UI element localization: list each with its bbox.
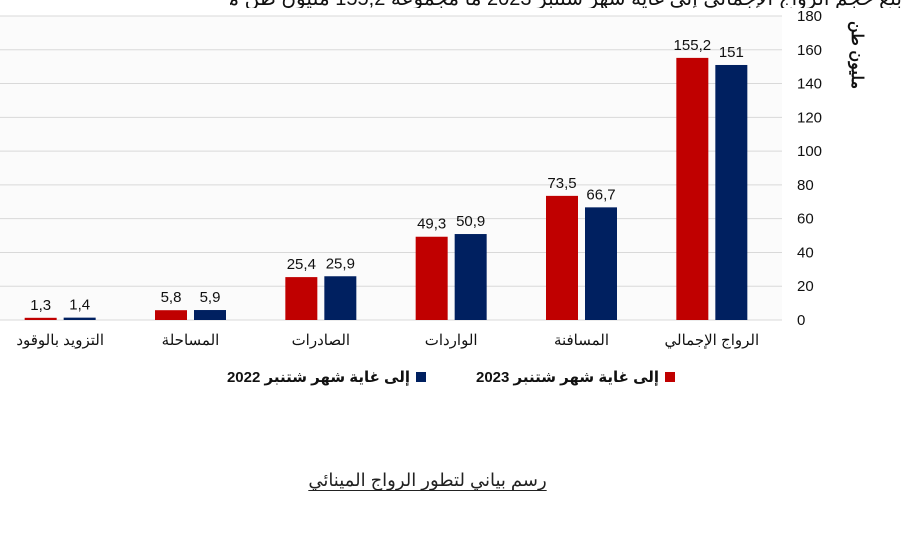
data-label: 1,4 — [69, 297, 90, 314]
x-tick-label: الصادرات — [292, 332, 351, 349]
bar-2023-5 — [24, 317, 57, 320]
y-tick-label: 160 — [797, 42, 822, 59]
plot-area — [0, 16, 782, 320]
bar-2023-3 — [285, 277, 318, 320]
data-label: 151 — [719, 44, 744, 61]
y-tick-label: 20 — [797, 278, 814, 295]
data-label: 155,2 — [674, 37, 712, 54]
x-tick-label: التزويد بالوقود — [16, 332, 104, 349]
bar-2023-2 — [415, 236, 448, 320]
x-tick-label: الواردات — [425, 332, 478, 349]
y-tick-label: 40 — [797, 244, 814, 261]
y-tick-label: 0 — [797, 312, 805, 329]
y-tick-label: 60 — [797, 211, 814, 228]
bar-2022-4 — [194, 310, 226, 320]
x-tick-label: المساحلة — [162, 332, 220, 349]
y-tick-label: 120 — [797, 109, 822, 126]
chart-legend: إلى غاية شهر شتنبر 2023 إلى غاية شهر شتن… — [0, 368, 902, 386]
y-tick-label: 180 — [797, 8, 822, 25]
bar-2023-4 — [155, 310, 187, 320]
bar-2023-0 — [676, 57, 709, 320]
bar-2022-3 — [324, 276, 357, 320]
legend-swatch-2023 — [665, 372, 676, 382]
legend-swatch-2022 — [416, 372, 426, 382]
data-label: 5,8 — [161, 289, 182, 306]
data-label: 49,3 — [417, 216, 446, 233]
data-label: 50,9 — [456, 213, 485, 230]
data-label: 66,7 — [586, 186, 615, 203]
data-label: 73,5 — [547, 175, 576, 192]
legend-label-2023: إلى غاية شهر شتنبر 2023 — [476, 369, 660, 386]
x-tick-label: الرواج الإجمالي — [665, 332, 760, 349]
data-label: 1,3 — [30, 297, 51, 314]
header-text: بلغ حجم الرواج الإجمالي إلى غاية شهر شتن… — [230, 0, 902, 8]
bar-chart: 0 20 40 60 80 100 120 140 160 180 مليون طن 155,2 151… — [0, 8, 865, 349]
bar-2022-2 — [454, 234, 487, 320]
bar-2023-1 — [546, 195, 578, 320]
y-axis-title: مليون طن — [847, 21, 865, 89]
data-label: 5,9 — [200, 289, 221, 306]
chart-caption-text: رسم بياني لتطور الرواج المينائي — [308, 470, 547, 490]
data-label: 25,9 — [326, 255, 355, 272]
bar-2022-0 — [715, 64, 748, 320]
x-tick-label: المسافنة — [554, 332, 609, 349]
bar-2022-1 — [585, 207, 617, 320]
chart-caption: رسم بياني لتطور الرواج المينائي — [0, 470, 855, 491]
y-tick-label: 80 — [797, 177, 814, 194]
legend-item-2023: إلى غاية شهر شتنبر 2023 — [476, 368, 676, 386]
legend-item-2022: إلى غاية شهر شتنبر 2022 — [227, 368, 426, 386]
y-tick-label: 100 — [797, 143, 822, 160]
y-tick-label: 140 — [797, 76, 822, 93]
legend-label-2022: إلى غاية شهر شتنبر 2022 — [226, 369, 410, 386]
bar-2022-5 — [63, 317, 96, 320]
data-label: 25,4 — [287, 256, 316, 273]
